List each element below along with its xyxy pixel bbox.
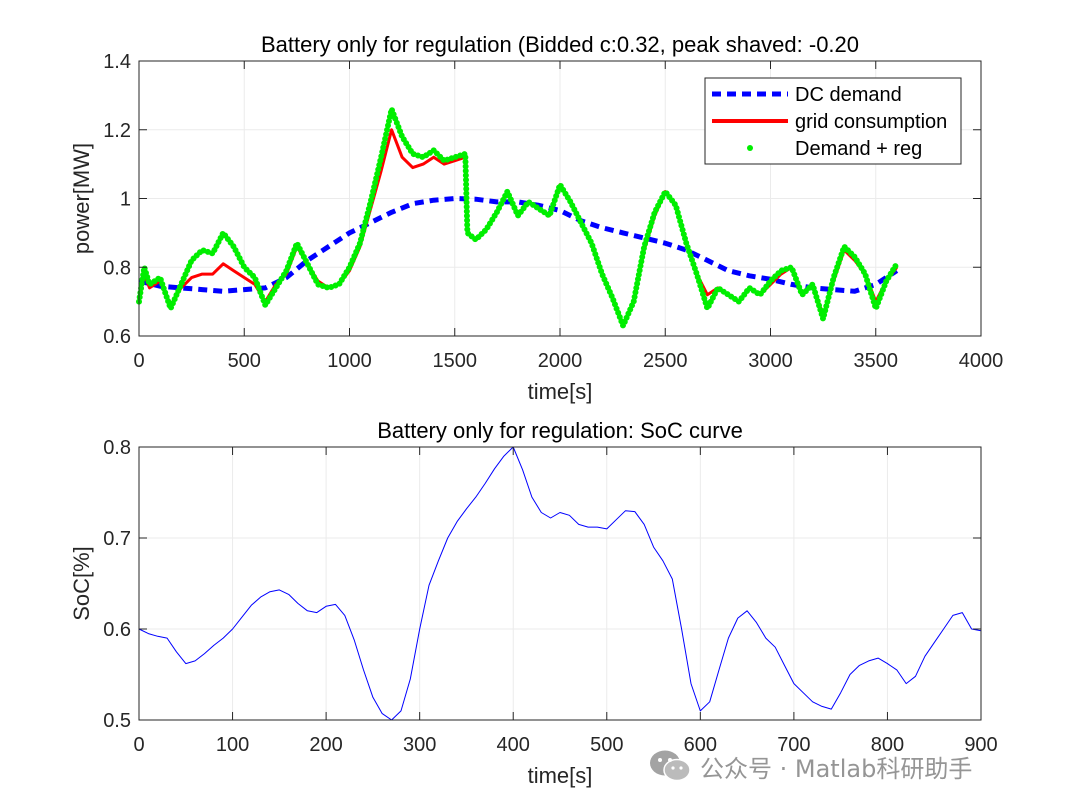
x-tick-label: 500 [228, 350, 261, 372]
y-axis-label: power[MW] [69, 143, 94, 254]
watermark: 公众号 · Matlab科研助手 [648, 746, 972, 786]
y-tick-label: 0.6 [103, 326, 131, 348]
y-tick-label: 0.7 [103, 528, 131, 550]
x-tick-label: 800 [871, 734, 904, 756]
y-axis-label: SoC[%] [69, 546, 94, 621]
series-dc-demand [138, 196, 899, 294]
legend-label: DC demand [795, 84, 902, 106]
x-tick-label: 200 [309, 734, 342, 756]
x-tick-label: 0 [133, 350, 144, 372]
soc-subplot: 0 100 200 300 400 500 600 700 800 900 0.5 0.6 0.7 0.8… [69, 418, 998, 788]
x-tick-label: 0 [133, 734, 144, 756]
legend-label: Demand + reg [795, 138, 922, 160]
y-tick-label: 1 [120, 189, 131, 211]
y-tick-label: 1.4 [103, 51, 131, 73]
y-tick-label: 0.6 [103, 619, 131, 641]
watermark-text: 公众号 · Matlab科研助手 [700, 754, 973, 783]
x-tick-label: 1000 [327, 350, 372, 372]
x-tick-label: 4000 [959, 350, 1004, 372]
y-tick-label: 1.2 [103, 120, 131, 142]
x-axis-label: time[s] [528, 379, 593, 404]
x-tick-label: 500 [590, 734, 623, 756]
legend-swatch-demand-reg [747, 145, 753, 151]
power-subplot: 0 500 1000 1500 2000 2500 3000 3500 4000 0.6 0.8 1 1… [69, 32, 1003, 404]
chart-title: Battery only for regulation (Bidded c:0.… [261, 32, 859, 57]
x-tick-label: 3000 [748, 350, 793, 372]
series-demand-reg [136, 106, 900, 329]
wechat-icon [650, 750, 691, 782]
x-tick-label: 700 [777, 734, 810, 756]
plot-area [139, 447, 981, 720]
x-tick-label: 100 [216, 734, 249, 756]
x-tick-label: 300 [403, 734, 436, 756]
legend: DC demand grid consumption Demand + reg [704, 77, 962, 165]
x-tick-label: 2000 [538, 350, 583, 372]
x-axis-label: time[s] [528, 763, 593, 788]
x-tick-label: 3500 [854, 350, 899, 372]
x-tick-label: 1500 [433, 350, 478, 372]
x-tick-label: 400 [497, 734, 530, 756]
chart-title: Battery only for regulation: SoC curve [377, 418, 743, 443]
series-soc [138, 446, 982, 721]
axes-frame [138, 446, 982, 721]
x-tick-label: 2500 [643, 350, 688, 372]
y-tick-label: 0.8 [103, 257, 131, 279]
x-tick-label: 600 [684, 734, 717, 756]
legend-label: grid consumption [795, 111, 947, 133]
x-tick-label: 900 [964, 734, 997, 756]
y-tick-label: 0.5 [103, 710, 131, 732]
y-tick-label: 0.8 [103, 437, 131, 459]
